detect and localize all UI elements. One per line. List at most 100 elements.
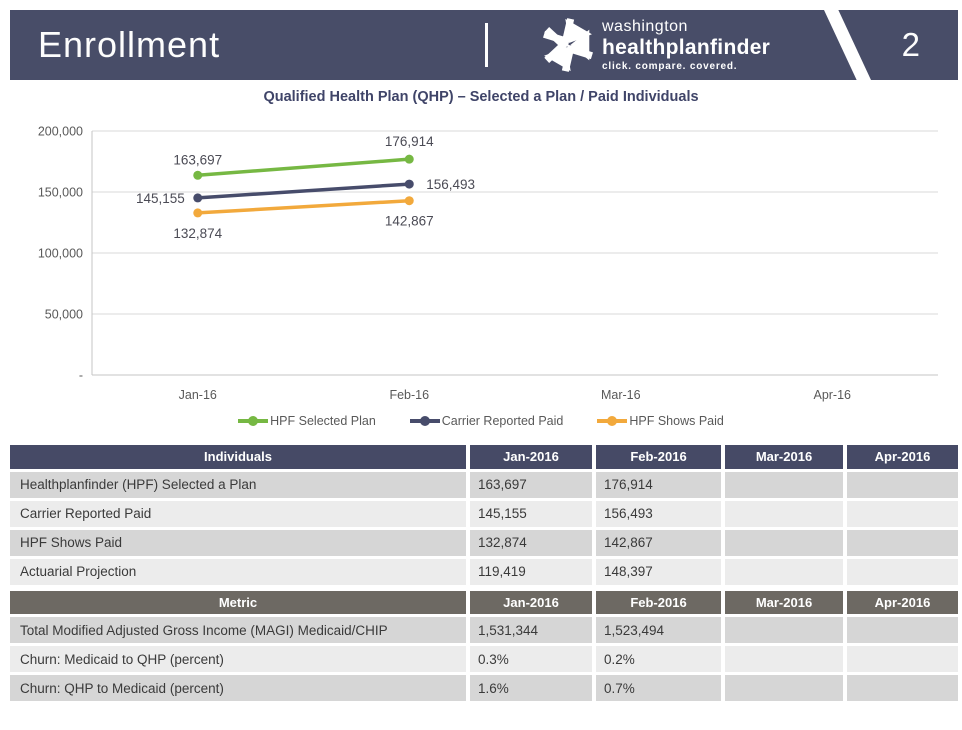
data-tables: Individuals Jan-2016 Feb-2016 Mar-2016 Apr-2…: [10, 445, 958, 704]
brand-text: washington healthplanfinder click. compa…: [602, 17, 771, 72]
y-axis-tick-label: 100,000: [38, 247, 83, 261]
data-label: 132,874: [173, 226, 222, 241]
table-header-cell: Feb-2016: [594, 445, 725, 472]
table-cell: [845, 528, 958, 559]
table-row: HPF Shows Paid 132,874 142,867: [10, 528, 958, 559]
data-label: 163,697: [173, 152, 222, 167]
table-cell: [845, 673, 958, 704]
legend-item-0: HPF Selected Plan: [238, 414, 376, 428]
header-slash-divider: [822, 10, 873, 80]
table-cell: [845, 499, 958, 530]
table-cell: 148,397: [594, 557, 725, 588]
table-cell: [723, 557, 847, 588]
series-point: [404, 196, 414, 206]
table-header-cell: Feb-2016: [594, 590, 725, 617]
table-row: Churn: QHP to Medicaid (percent) 1.6% 0.7%: [10, 673, 958, 704]
chart-title: Qualified Health Plan (QHP) – Selected a…: [263, 89, 699, 105]
table-cell: 142,867: [594, 528, 725, 559]
table-cell: [723, 499, 847, 530]
x-axis-tick-label: Jan-16: [179, 388, 217, 402]
series-line-1: [197, 182, 410, 200]
table-header-cell: Mar-2016: [723, 590, 847, 617]
data-label: 145,155: [136, 191, 185, 206]
table-cell: [723, 615, 847, 646]
series-point: [404, 179, 414, 189]
table-cell: Actuarial Projection: [10, 557, 470, 588]
table-row: Churn: Medicaid to QHP (percent) 0.3% 0.2%: [10, 644, 958, 675]
legend-marker: [597, 416, 628, 426]
page-header: Enrollment washington healthplanfinder c…: [10, 10, 958, 80]
table-cell: [723, 673, 847, 704]
legend-marker-dot: [419, 416, 430, 426]
table-cell: 0.2%: [594, 644, 725, 675]
table-cell: [723, 644, 847, 675]
table-row: Carrier Reported Paid 145,155 156,493: [10, 499, 958, 530]
legend-marker-dot: [607, 416, 618, 426]
table-cell: Healthplanfinder (HPF) Selected a Plan: [10, 470, 470, 501]
data-label: 156,493: [426, 177, 475, 192]
y-axis-tick-label: 200,000: [38, 125, 83, 139]
table-cell: [845, 615, 958, 646]
table-row: Total Modified Adjusted Gross Income (MA…: [10, 615, 958, 646]
metrics-table: Metric Jan-2016 Feb-2016 Mar-2016 Apr-2016 To…: [10, 590, 958, 704]
table-cell: 163,697: [468, 470, 596, 501]
x-axis-tick-label: Mar-16: [601, 388, 641, 402]
data-label: 176,914: [385, 134, 434, 149]
page-number: 2: [901, 26, 920, 63]
table-cell: 176,914: [594, 470, 725, 501]
individuals-table: Individuals Jan-2016 Feb-2016 Mar-2016 Apr-2…: [10, 445, 958, 588]
table-cell: 1,523,494: [594, 615, 725, 646]
table-cell: [723, 470, 847, 501]
brand-washington: washington: [602, 17, 688, 35]
legend-item-1: Carrier Reported Paid: [409, 414, 564, 428]
table-cell: [845, 470, 958, 501]
page-title: Enrollment: [38, 24, 221, 65]
legend-marker: [238, 416, 269, 426]
header-divider: [485, 23, 488, 67]
enrollment-line-chart: 200,000 150,000 100,000 50,000 - Jan-16 Feb-16…: [38, 125, 938, 402]
x-axis-tick-label: Feb-16: [389, 388, 429, 402]
table-header-cell: Jan-2016: [468, 590, 596, 617]
legend-marker: [409, 416, 440, 426]
table-cell: 119,419: [468, 557, 596, 588]
table-cell: Carrier Reported Paid: [10, 499, 470, 530]
legend-label: HPF Shows Paid: [629, 414, 724, 428]
data-label: 142,867: [385, 214, 434, 229]
legend-item-2: HPF Shows Paid: [597, 414, 724, 428]
table-cell: 132,874: [468, 528, 596, 559]
table-cell: HPF Shows Paid: [10, 528, 470, 559]
chart-legend: HPF Selected Plan Carrier Reported Paid HP…: [0, 410, 962, 432]
table-header-cell: Apr-2016: [845, 445, 958, 472]
table-header-cell: Individuals: [10, 445, 470, 472]
brand-tagline: click. compare. covered.: [602, 60, 738, 72]
table-cell: 1,531,344: [468, 615, 596, 646]
table-cell: [723, 528, 847, 559]
series-point: [193, 208, 203, 218]
table-cell: [845, 644, 958, 675]
table-cell: Total Modified Adjusted Gross Income (MA…: [10, 615, 470, 646]
table-header-cell: Jan-2016: [468, 445, 596, 472]
table-cell: 0.7%: [594, 673, 725, 704]
table-header-row: Metric Jan-2016 Feb-2016 Mar-2016 Apr-2016: [10, 590, 958, 617]
series-point: [193, 193, 203, 203]
brand-healthplanfinder: healthplanfinder: [602, 35, 771, 59]
y-axis-tick-label: -: [79, 369, 83, 383]
table-cell: 0.3%: [468, 644, 596, 675]
table-header-cell: Metric: [10, 590, 470, 617]
table-cell: 156,493: [594, 499, 725, 530]
table-row: Healthplanfinder (HPF) Selected a Plan 16…: [10, 470, 958, 501]
table-cell: 1.6%: [468, 673, 596, 704]
table-header-row: Individuals Jan-2016 Feb-2016 Mar-2016 Apr-2…: [10, 445, 958, 472]
brand-logo: washington healthplanfinder click. compa…: [542, 18, 770, 72]
legend-label: HPF Selected Plan: [270, 414, 376, 428]
table-cell: Churn: Medicaid to QHP (percent): [10, 644, 470, 675]
y-axis-tick-label: 50,000: [45, 308, 83, 322]
series-line-2: [197, 198, 410, 215]
y-axis-tick-label: 150,000: [38, 186, 83, 200]
table-header-cell: Apr-2016: [845, 590, 958, 617]
healthplanfinder-snowflake-icon: [543, 18, 593, 72]
series-point: [404, 154, 414, 164]
table-cell: [845, 557, 958, 588]
table-header-cell: Mar-2016: [723, 445, 847, 472]
legend-label: Carrier Reported Paid: [441, 414, 564, 428]
